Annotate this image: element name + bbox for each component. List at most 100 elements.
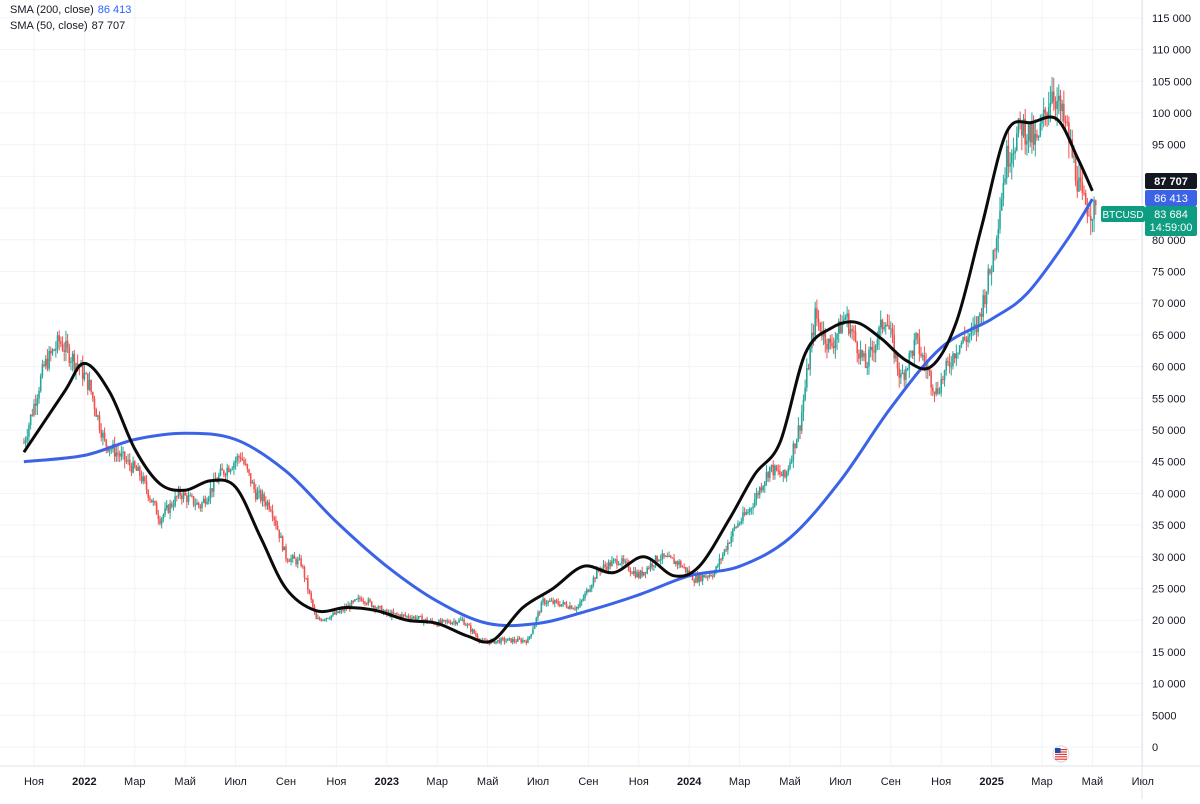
candle-body [162,514,165,519]
candle-body [1088,215,1090,217]
candle-body [772,464,774,476]
candle-body [1078,177,1080,192]
candle-body [745,512,748,515]
candle-body [928,368,931,372]
x-tick-label: 2022 [72,776,96,788]
candle-body [123,451,126,461]
candle-body [518,638,521,640]
candle-body [527,638,529,643]
candle-body [1066,121,1068,123]
candle-body [879,319,882,328]
candle-body [817,318,820,323]
y-tick-label: 25 000 [1152,584,1186,596]
candle-body [920,353,922,357]
candle-body [728,542,731,544]
candle-body [782,470,785,477]
candle-body [386,610,388,614]
x-tick-label: Июл [527,776,549,788]
candle-body [619,563,622,565]
candle-body [243,460,245,464]
candle-body [1073,156,1075,158]
candle-body [725,549,727,551]
x-tick-label: Ноя [629,776,649,788]
candle-body [560,604,563,607]
candle-body [88,379,91,390]
candle-body [512,639,514,643]
candle-body [789,462,791,469]
candle-body [562,602,564,605]
candle-body [1034,133,1037,145]
candle-body [204,498,207,505]
candle-body [718,558,721,566]
candle-body [1031,124,1033,143]
candle-body [614,559,617,561]
legend-row-sma50[interactable]: SMA (50, close) 87 707 [10,18,131,34]
candle-body [221,468,223,471]
x-tick-label: Ноя [24,776,44,788]
candle-body [144,476,146,482]
candle-body [851,328,853,331]
x-tick-label: Мар [729,776,751,788]
x-tick-label: Сен [276,776,296,788]
candle-body [940,378,942,393]
candle-body [910,351,912,353]
candle-body [268,502,270,510]
candle-body [918,337,921,354]
candle-body [470,625,472,632]
candle-body [308,589,311,593]
candle-body [644,572,647,574]
candle-body [626,561,628,563]
badge-sma50-text: 87 707 [1154,176,1188,188]
candle-body [406,615,408,617]
candle-body [1049,103,1052,108]
candle-body [767,472,769,478]
candle-body [832,346,835,348]
candle-body [799,425,801,431]
candle-body [938,392,941,394]
candle-body [953,353,956,359]
candle-body [948,362,951,367]
candle-body [732,529,734,537]
candle-body [557,601,559,605]
candle-body [552,600,554,604]
candle-body [664,556,667,558]
candle-body [522,640,524,643]
sma200-line [23,198,1094,628]
candle-body [716,565,719,567]
candle-body [952,353,954,367]
legend-row-sma200[interactable]: SMA (200, close) 86 413 [10,2,131,18]
candle-body [575,607,578,609]
candle-body [253,482,255,490]
candle-body [752,506,754,509]
candle-body [727,542,729,551]
candle-body [654,555,657,566]
x-tick-label: Сен [578,776,598,788]
candle-body [639,570,642,578]
y-tick-label: 100 000 [1152,108,1192,120]
y-tick-label: 75 000 [1152,267,1186,279]
candle-body [765,472,768,482]
candle-body [691,573,694,581]
candle-body [182,492,185,500]
x-tick-label: Июл [1132,776,1154,788]
candle-body [802,399,805,413]
badge-sma200-bg [1145,190,1197,206]
candle-body [246,464,249,470]
badge-sma50-bg [1145,173,1197,189]
candle-body [701,575,704,581]
candle-body [145,481,148,491]
candle-body [1007,145,1010,167]
candle-body [837,321,840,334]
candle-body [256,492,259,500]
candle-body [930,371,932,388]
candle-body [219,468,222,476]
candle-body [473,629,475,634]
candle-body [333,612,336,615]
candle-body [29,414,32,426]
candle-body [453,621,455,623]
candle-body [651,563,654,567]
candle-body [273,517,276,521]
candle-body [416,618,418,620]
